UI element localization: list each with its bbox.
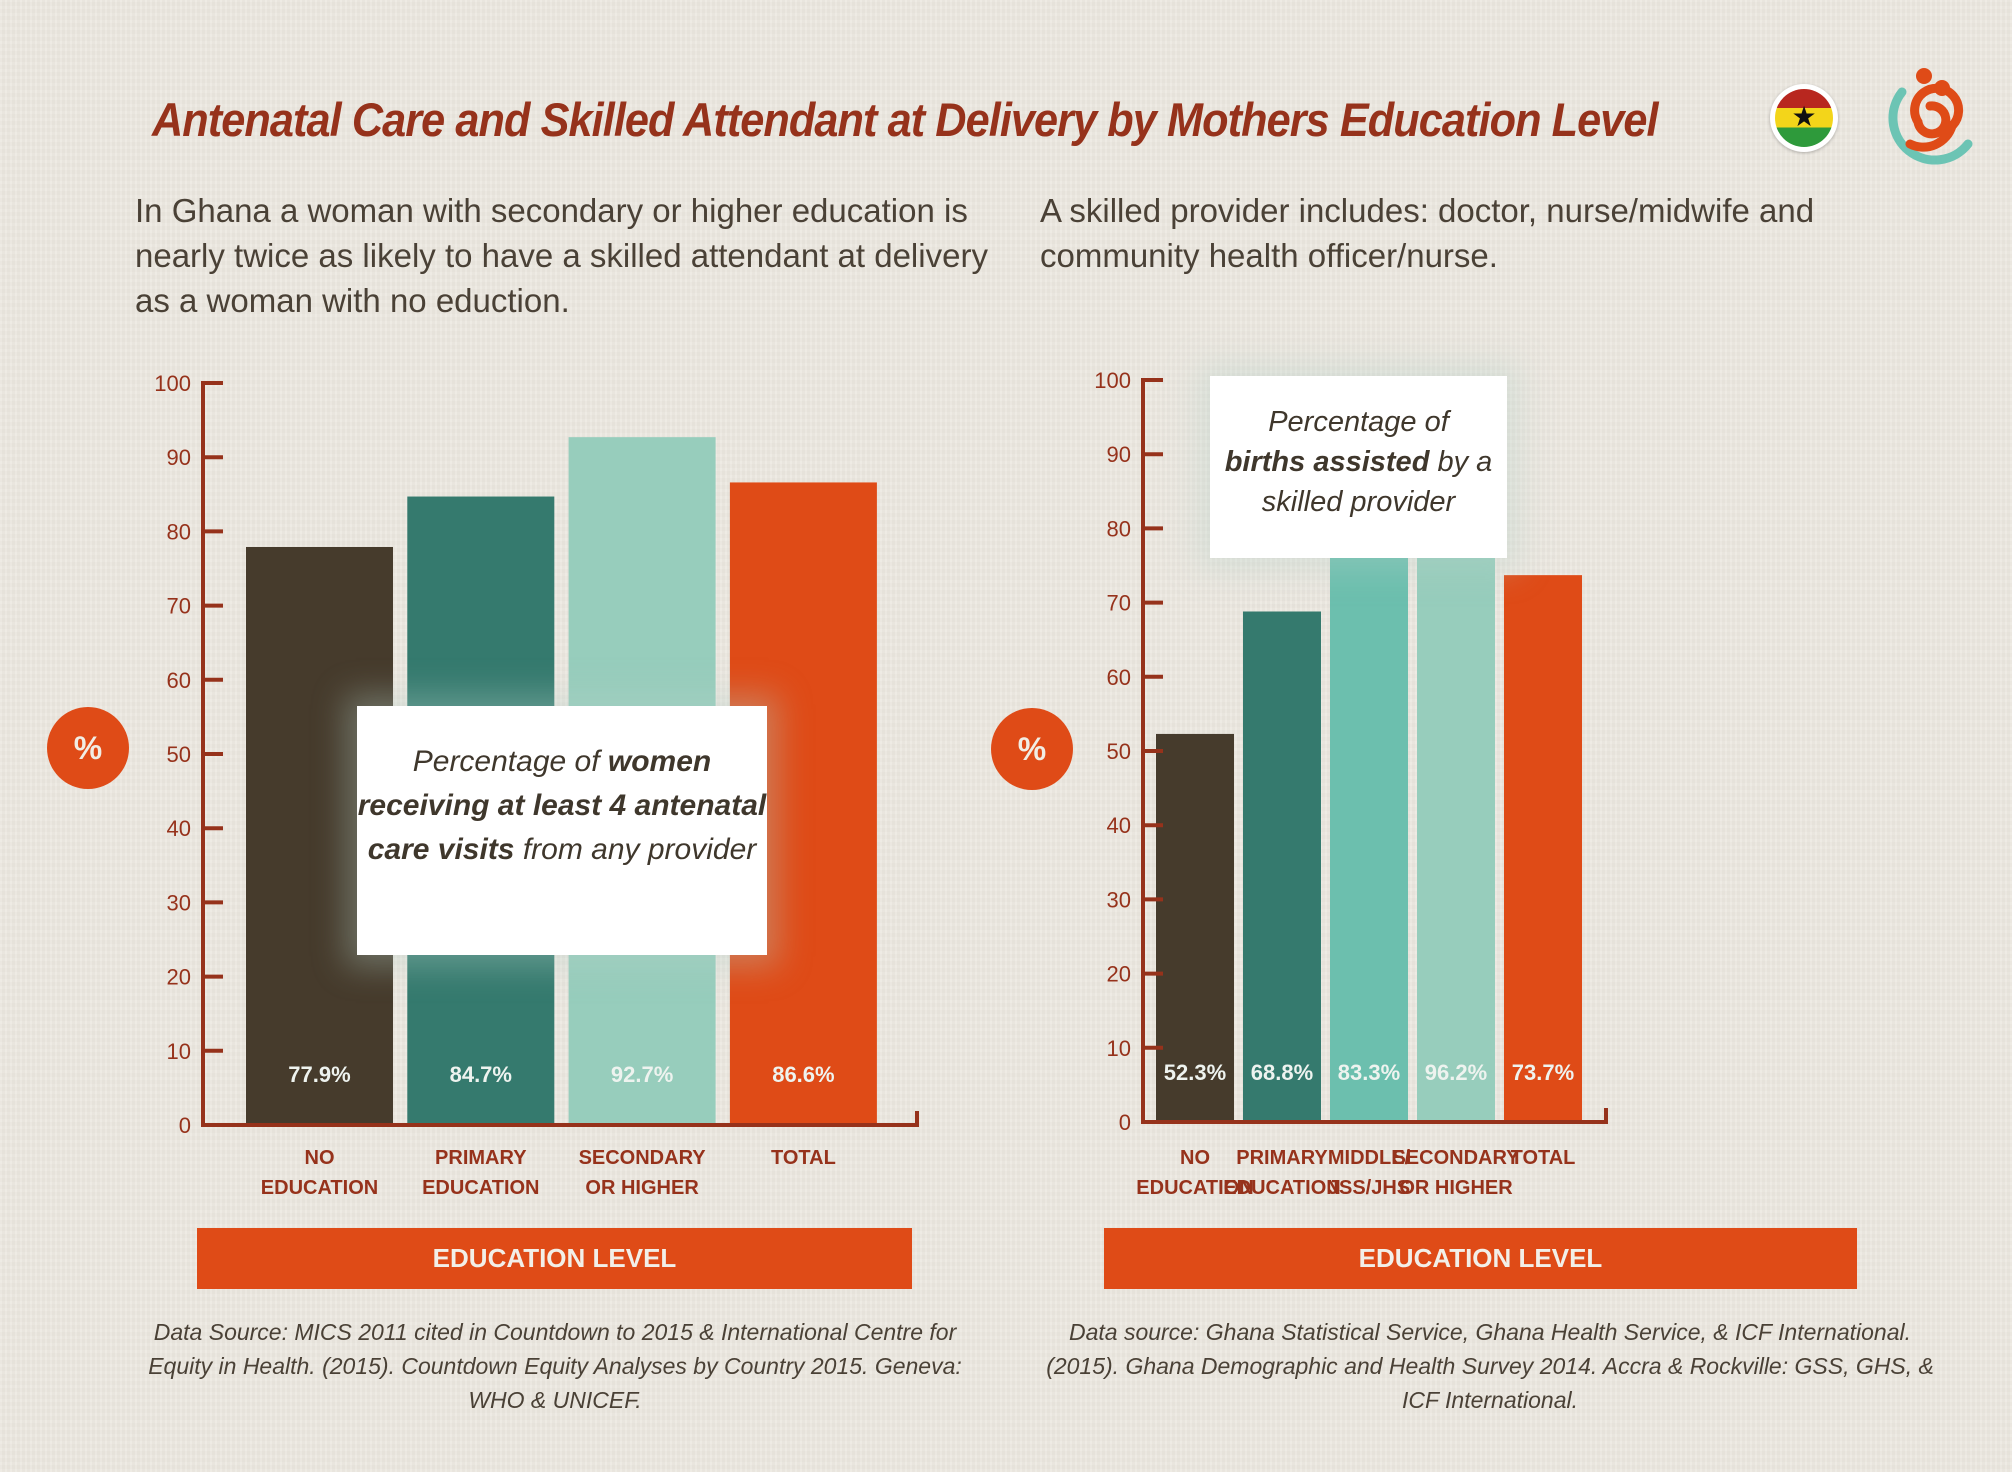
right-category-label-0: NO EDUCATION [1136, 1147, 1253, 1199]
right-category-label-line: MIDDLE/ [1328, 1147, 1411, 1169]
left-category-label-2: SECONDARY OR HIGHER [579, 1147, 707, 1199]
callout-left-bold: women receiving at least 4 antenatal car… [357, 745, 767, 866]
callout-right-pre: Percentage of [1268, 406, 1449, 438]
left-category-label-0: NO EDUCATION [261, 1147, 378, 1199]
spiral-mother-child-logo-icon [1888, 68, 1973, 165]
data-source-left: Data Source: MICS 2011 cited in Countdow… [148, 1319, 962, 1413]
right-category-label-line: EDUCATION [1223, 1177, 1340, 1199]
right-bar-0 [1156, 733, 1234, 1122]
intro-text-right: A skilled provider includes: doctor, nur… [1040, 192, 1815, 274]
right-category-label-1: PRIMARY EDUCATION [1223, 1147, 1340, 1199]
left-bar-value-label-3: 86.6% [772, 1062, 834, 1087]
right-category-label-line: TOTAL [1511, 1147, 1576, 1169]
data-source-right: Data source: Ghana Statistical Service, … [1046, 1319, 1934, 1413]
y-axis-unit-badge-right: % [991, 708, 1073, 790]
left-y-tick-label-20: 20 [167, 965, 191, 990]
right-y-tick-label-80: 80 [1107, 516, 1131, 541]
right-bar-value-label-4: 73.7% [1512, 1060, 1574, 1085]
left-category-label-line: SECONDARY [579, 1147, 707, 1169]
right-category-label-2: MIDDLE/JSS/JHS [1328, 1147, 1411, 1199]
y-axis-unit-badge-left: % [47, 707, 129, 789]
left-bar-value-label-1: 84.7% [450, 1062, 512, 1087]
intro-text-left: In Ghana a woman with secondary or highe… [135, 192, 988, 319]
right-bar-1 [1243, 611, 1321, 1122]
left-y-tick-label-0: 0 [179, 1113, 191, 1138]
left-category-label-line: NO [305, 1147, 335, 1169]
right-y-tick-label-70: 70 [1107, 591, 1131, 616]
right-category-label-line: SECONDARY [1392, 1147, 1520, 1169]
callout-left-pre: Percentage of [412, 745, 608, 778]
callout-left-post: from any provider [514, 833, 757, 866]
chart-right-callout: Percentage of births assisted by a skill… [1210, 376, 1507, 558]
right-category-label-line: OR HIGHER [1399, 1177, 1513, 1199]
left-y-tick-label-80: 80 [167, 519, 191, 544]
left-y-tick-label-100: 100 [154, 371, 191, 396]
right-bar-2 [1330, 503, 1408, 1122]
left-category-label-line: PRIMARY [435, 1147, 527, 1169]
right-category-label-line: PRIMARY [1236, 1147, 1328, 1169]
right-category-label-line: JSS/JHS [1328, 1177, 1410, 1199]
x-axis-title-right: EDUCATION LEVEL [1104, 1228, 1857, 1289]
left-y-tick-label-30: 30 [167, 890, 191, 915]
callout-right-post: by a skilled provider [1261, 446, 1493, 518]
left-category-label-line: EDUCATION [422, 1177, 539, 1199]
left-bar-value-label-0: 77.9% [288, 1062, 350, 1087]
left-y-tick-label-50: 50 [167, 742, 191, 767]
right-category-label-3: SECONDARY OR HIGHER [1392, 1147, 1520, 1199]
left-y-tick-label-40: 40 [167, 816, 191, 841]
left-y-tick-label-70: 70 [167, 594, 191, 619]
left-category-label-line: TOTAL [771, 1147, 836, 1169]
right-y-tick-label-100: 100 [1094, 368, 1131, 393]
left-category-label-1: PRIMARY EDUCATION [422, 1147, 539, 1199]
right-y-tick-label-0: 0 [1119, 1110, 1131, 1135]
left-y-tick-label-10: 10 [167, 1039, 191, 1064]
right-bar-value-label-3: 96.2% [1425, 1060, 1487, 1085]
x-axis-title-left: EDUCATION LEVEL [197, 1228, 912, 1289]
left-y-tick-label-60: 60 [167, 668, 191, 693]
right-bar-4 [1504, 575, 1582, 1122]
left-y-tick-label-90: 90 [167, 445, 191, 470]
right-category-label-4: TOTAL [1511, 1147, 1576, 1169]
ghana-flag-icon: ★ [1770, 84, 1838, 152]
right-category-label-line: EDUCATION [1136, 1177, 1253, 1199]
right-y-tick-label-60: 60 [1107, 665, 1131, 690]
right-y-tick-label-30: 30 [1107, 887, 1131, 912]
right-y-tick-label-20: 20 [1107, 962, 1131, 987]
left-bar-value-label-2: 92.7% [611, 1062, 673, 1087]
flag-star-icon: ★ [1791, 101, 1817, 132]
left-category-label-line: OR HIGHER [585, 1177, 699, 1199]
right-y-tick-label-50: 50 [1107, 739, 1131, 764]
page-title: Antenatal Care and Skilled Attendant at … [152, 93, 1659, 146]
right-y-tick-label-40: 40 [1107, 813, 1131, 838]
right-bar-value-label-0: 52.3% [1164, 1060, 1226, 1085]
right-bar-value-label-2: 83.3% [1338, 1060, 1400, 1085]
chart-left-callout: Percentage of women receiving at least 4… [357, 706, 767, 955]
left-category-label-line: EDUCATION [261, 1177, 378, 1199]
right-category-label-line: NO [1180, 1147, 1210, 1169]
right-bar-value-label-1: 68.8% [1251, 1060, 1313, 1085]
callout-right-bold: births assisted [1224, 446, 1430, 478]
right-y-tick-label-90: 90 [1107, 442, 1131, 467]
left-category-label-3: TOTAL [771, 1147, 836, 1169]
right-y-tick-label-10: 10 [1107, 1036, 1131, 1061]
